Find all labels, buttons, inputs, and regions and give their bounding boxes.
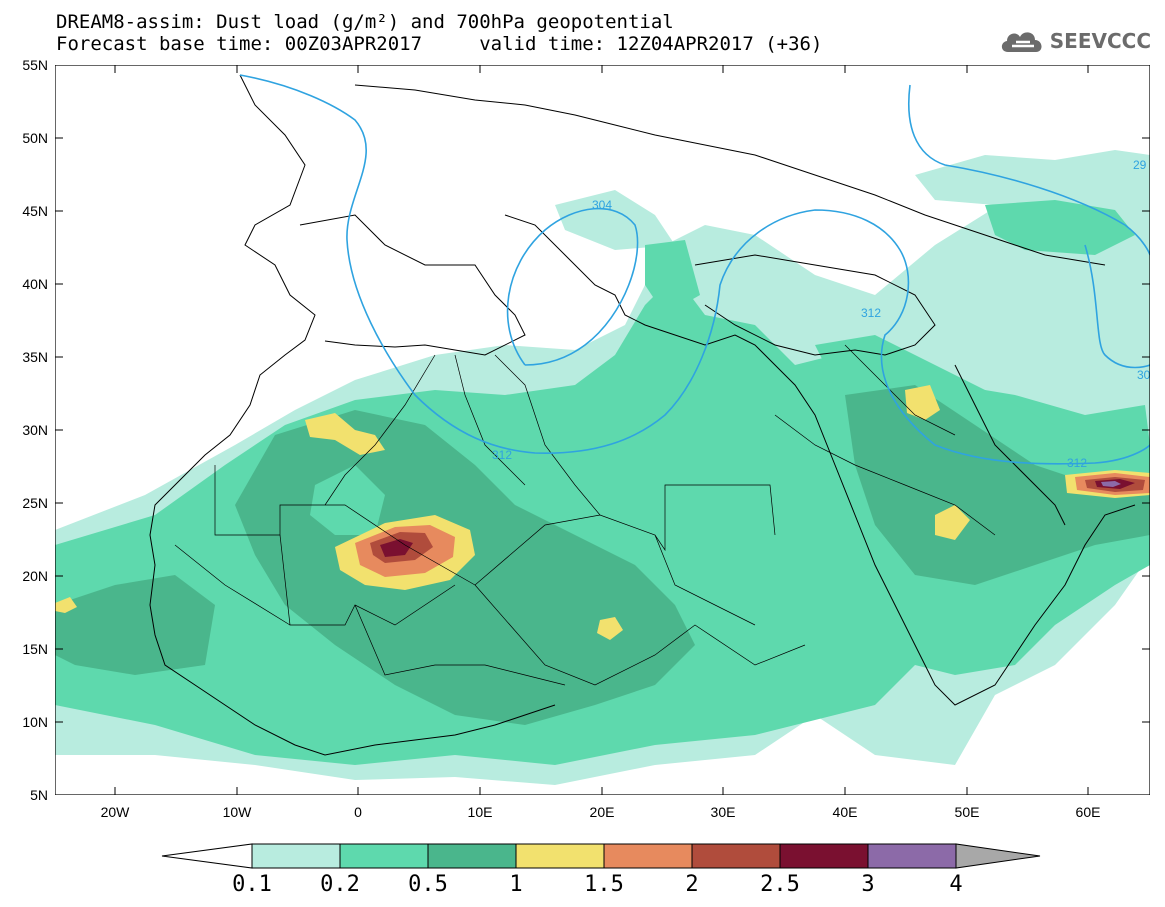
colorbar-label: 0.1: [232, 872, 272, 897]
colorbar-label: 0.5: [408, 872, 448, 897]
chart-title: DREAM8-assim: Dust load (g/m²) and 700hP…: [56, 11, 674, 33]
colorbar-low-arrow: [161, 843, 253, 869]
contour-label: 304: [592, 198, 612, 212]
colorbar-swatch: [779, 843, 869, 869]
lat-axis: 55N 50N 45N 40N 35N 30N 25N 20N 15N 10N …: [22, 57, 48, 803]
colorbar-swatch: [691, 843, 781, 869]
colorbar-swatch: [867, 843, 957, 869]
seevccc-logo: SEEVCCC: [998, 26, 1151, 56]
colorbar: [161, 843, 1041, 869]
cloud-icon: [1001, 32, 1042, 52]
lon-label: 20W: [101, 804, 131, 820]
coastlines: [149, 74, 1136, 756]
lat-label: 15N: [22, 641, 48, 657]
contour-label: 312: [861, 306, 881, 320]
colorbar-label: 2.5: [760, 872, 800, 897]
lon-label: 10E: [468, 804, 493, 820]
lon-label: 30E: [711, 804, 736, 820]
lon-label: 40E: [833, 804, 858, 820]
lat-label: 45N: [22, 203, 48, 219]
logo-text: SEEVCCC: [1049, 29, 1151, 53]
colorbar-label: 2: [685, 872, 699, 897]
lat-label: 25N: [22, 495, 48, 511]
country-borders: [174, 344, 996, 686]
colorbar-swatch: [427, 843, 517, 869]
contour-label: 30: [1137, 368, 1150, 382]
colorbar-label: 0.2: [320, 872, 360, 897]
lon-label: 20E: [590, 804, 615, 820]
lat-label: 40N: [22, 276, 48, 292]
colorbar-swatch: [251, 843, 341, 869]
lat-label: 50N: [22, 130, 48, 146]
lon-label: 60E: [1076, 804, 1101, 820]
lon-axis: 20W 10W 0 10E 20E 30E 40E 50E 60E: [101, 804, 1101, 820]
dust-shading: [55, 150, 1150, 785]
lon-label: 50E: [955, 804, 980, 820]
lat-label: 55N: [22, 57, 48, 73]
colorbar-swatch: [515, 843, 605, 869]
lat-label: 10N: [22, 714, 48, 730]
colorbar-swatch: [603, 843, 693, 869]
colorbar-label: 1: [509, 872, 523, 897]
colorbar-label: 1.5: [584, 872, 624, 897]
colorbar-high-arrow: [955, 843, 1041, 869]
contour-label: 312: [1067, 456, 1087, 470]
chart-subtitle: Forecast base time: 00Z03APR2017 valid t…: [56, 33, 823, 55]
lat-label: 35N: [22, 349, 48, 365]
colorbar-label: 4: [949, 872, 963, 897]
lat-label: 30N: [22, 422, 48, 438]
lon-label: 10W: [223, 804, 253, 820]
lat-label: 20N: [22, 568, 48, 584]
lon-label: 0: [354, 804, 362, 820]
colorbar-swatch: [339, 843, 429, 869]
contour-label: 29: [1133, 158, 1147, 172]
lat-label: 5N: [30, 787, 48, 803]
colorbar-label: 3: [861, 872, 875, 897]
contour-labels: 304 312 312 312 29 30: [492, 158, 1150, 470]
contour-label: 312: [492, 448, 512, 462]
dust-load-map: 304 312 312 312 29 30: [55, 65, 1150, 795]
geopotential-contours: [239, 74, 1150, 465]
tick-marks: [55, 65, 1150, 795]
